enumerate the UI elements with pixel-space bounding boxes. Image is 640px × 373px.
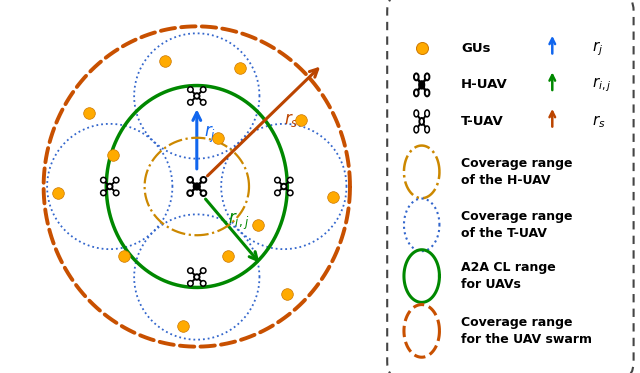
Text: Coverage range
of the T-UAV: Coverage range of the T-UAV <box>461 210 573 240</box>
Circle shape <box>287 178 293 183</box>
Circle shape <box>200 177 206 183</box>
Point <box>417 46 427 51</box>
Circle shape <box>281 184 287 189</box>
Circle shape <box>188 87 193 93</box>
Circle shape <box>113 190 119 195</box>
Point <box>84 110 94 116</box>
Circle shape <box>425 110 429 117</box>
Circle shape <box>414 73 419 80</box>
Circle shape <box>414 90 419 96</box>
Point <box>235 65 245 71</box>
Point <box>178 323 188 329</box>
Point <box>161 58 171 64</box>
Circle shape <box>188 190 193 196</box>
Point <box>52 191 63 197</box>
Circle shape <box>275 190 280 195</box>
Text: $r_s$: $r_s$ <box>284 112 298 129</box>
Circle shape <box>414 126 419 133</box>
Circle shape <box>188 100 193 105</box>
Circle shape <box>194 93 200 99</box>
Text: GUs: GUs <box>461 42 491 55</box>
Point <box>118 253 129 259</box>
Point <box>212 135 223 141</box>
Text: $r_s$: $r_s$ <box>592 113 605 130</box>
Circle shape <box>419 118 424 125</box>
Text: $r_j$: $r_j$ <box>204 124 216 145</box>
Point <box>223 253 233 259</box>
Point <box>282 291 292 297</box>
Circle shape <box>100 190 106 195</box>
Text: Coverage range
for the UAV swarm: Coverage range for the UAV swarm <box>461 316 592 346</box>
Circle shape <box>200 100 206 105</box>
Circle shape <box>188 177 193 183</box>
Text: H-UAV: H-UAV <box>461 78 508 91</box>
Circle shape <box>194 274 200 280</box>
Text: T-UAV: T-UAV <box>461 115 504 128</box>
Circle shape <box>419 81 424 88</box>
FancyBboxPatch shape <box>387 0 634 373</box>
Circle shape <box>425 73 429 80</box>
Circle shape <box>113 178 119 183</box>
Point <box>253 222 263 228</box>
Circle shape <box>107 184 113 189</box>
Circle shape <box>425 90 429 96</box>
Text: $r_j$: $r_j$ <box>592 39 603 57</box>
Circle shape <box>200 268 206 273</box>
Circle shape <box>200 280 206 286</box>
Point <box>296 117 307 123</box>
Text: $r_{i,j}$: $r_{i,j}$ <box>592 76 611 94</box>
Text: $r_{i,j}$: $r_{i,j}$ <box>228 211 250 232</box>
Circle shape <box>275 178 280 183</box>
Circle shape <box>200 87 206 93</box>
Point <box>328 194 338 200</box>
Circle shape <box>200 190 206 196</box>
Circle shape <box>425 126 429 133</box>
Circle shape <box>194 184 200 189</box>
Circle shape <box>287 190 293 195</box>
Point <box>108 152 118 158</box>
Circle shape <box>100 178 106 183</box>
Circle shape <box>188 268 193 273</box>
Text: A2A CL range
for UAVs: A2A CL range for UAVs <box>461 261 556 291</box>
Circle shape <box>188 280 193 286</box>
Circle shape <box>414 110 419 117</box>
Text: Coverage range
of the H-UAV: Coverage range of the H-UAV <box>461 157 573 187</box>
